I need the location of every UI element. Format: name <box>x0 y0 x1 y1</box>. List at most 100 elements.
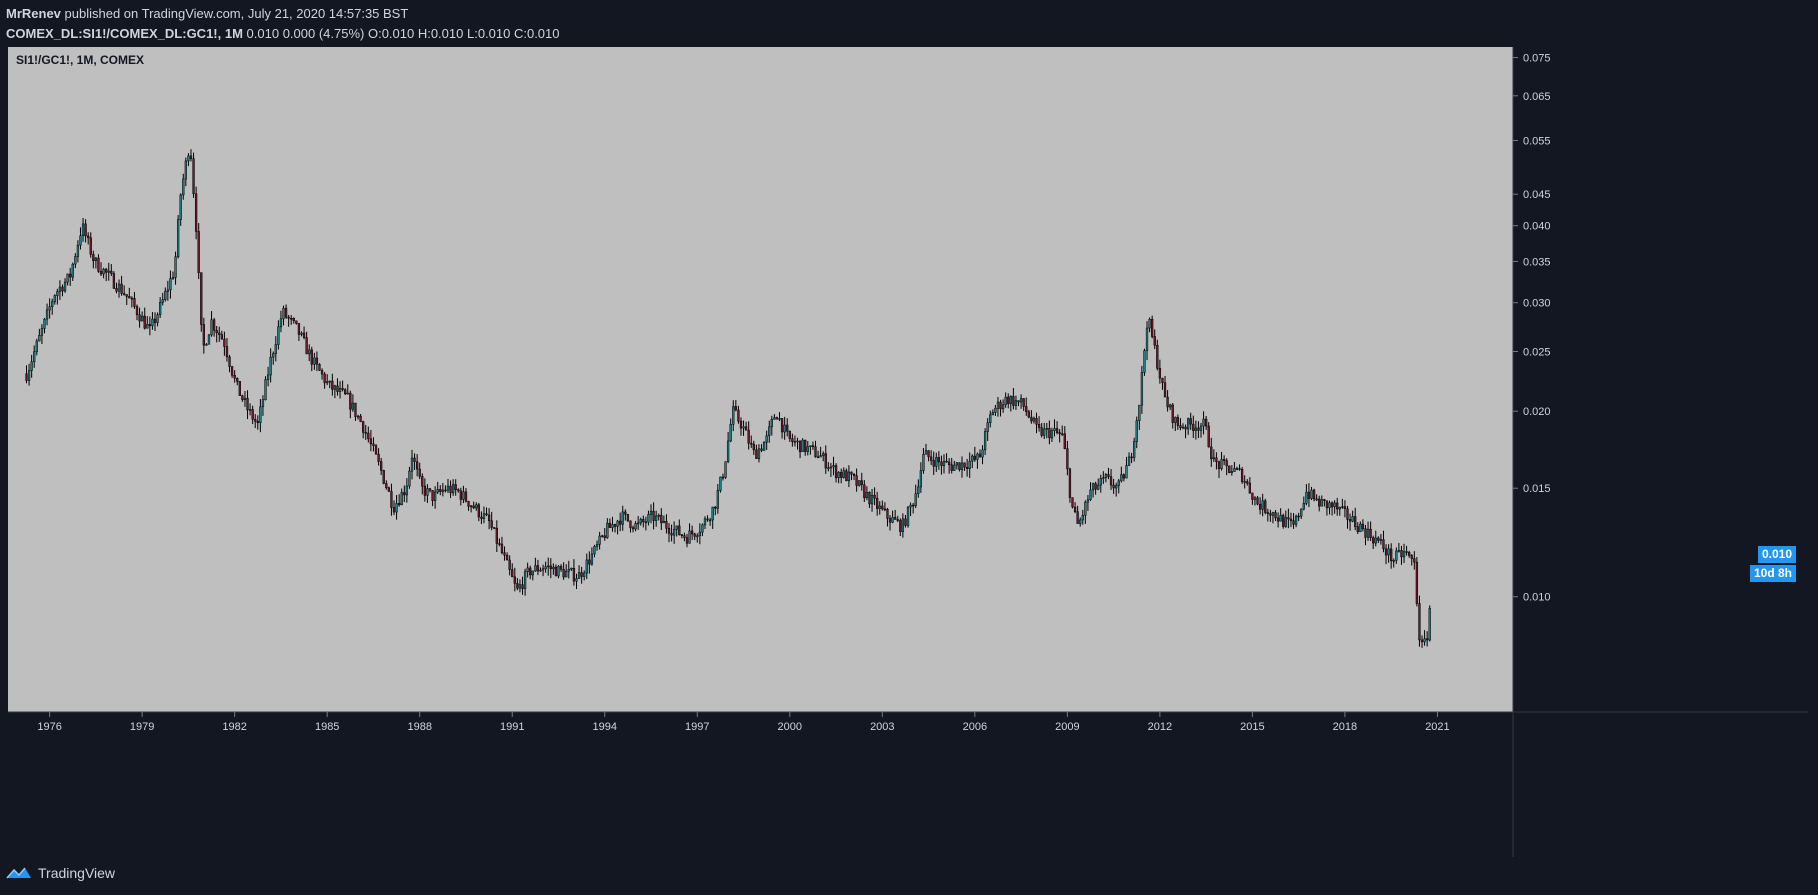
candle-body <box>53 295 56 303</box>
candle-body <box>1104 474 1108 478</box>
publisher-username[interactable]: MrRenev <box>6 6 61 21</box>
candle-body <box>1120 474 1123 482</box>
candle-body <box>284 307 288 318</box>
candle-body <box>480 516 483 519</box>
candle-body <box>254 419 257 422</box>
candle-body <box>518 584 522 589</box>
candle-body <box>765 435 768 443</box>
candle-body <box>179 194 182 220</box>
candle-body <box>1107 474 1110 477</box>
candle-body <box>1001 404 1005 410</box>
candle-body <box>822 453 825 456</box>
candle-body <box>259 406 262 423</box>
candle-body <box>1174 417 1177 423</box>
candle-body <box>158 302 162 315</box>
candle-body <box>38 335 41 342</box>
candle-body <box>1189 418 1192 425</box>
candle-body <box>320 370 324 375</box>
candle-body <box>1187 418 1190 430</box>
candle-body <box>1420 639 1424 643</box>
candle-body <box>904 518 907 526</box>
candle-body <box>215 330 218 334</box>
candle-body <box>816 456 820 459</box>
candle-body <box>439 489 442 492</box>
x-tick-label: 2015 <box>1240 721 1264 733</box>
candle-body <box>45 309 49 320</box>
candle-body <box>1243 481 1246 483</box>
x-tick-label: 2012 <box>1148 721 1172 733</box>
candle-body <box>809 445 812 447</box>
candle-body <box>423 485 427 496</box>
candle-body <box>999 401 1002 410</box>
candle-body <box>583 572 586 577</box>
candle-body <box>827 467 830 469</box>
candle-body <box>796 440 799 443</box>
candle-body <box>971 455 974 462</box>
candle-body <box>1397 550 1401 552</box>
candle-body <box>1094 483 1097 490</box>
chart-container[interactable]: 0.075 0.065 0.055 0.045 0.040 0.035 0.030 0.025… <box>8 47 1808 857</box>
candle-body <box>986 422 989 432</box>
candle-body <box>354 402 357 417</box>
candle-body <box>1215 457 1218 462</box>
candle-body <box>1274 512 1277 519</box>
candle-body <box>1354 516 1357 527</box>
candle-body <box>33 351 36 363</box>
candle-body <box>570 567 573 570</box>
candle-body <box>1310 489 1313 499</box>
candle-body <box>498 543 501 545</box>
brand-name[interactable]: TradingView <box>38 865 116 881</box>
candle-body <box>84 223 87 237</box>
candle-body <box>99 271 103 275</box>
candle-body <box>580 572 583 577</box>
candle-body <box>212 319 216 331</box>
candle-body <box>1395 550 1398 561</box>
candle-body <box>236 377 239 382</box>
candle-body <box>318 363 321 371</box>
candle-body <box>559 565 563 570</box>
candle-body <box>639 519 642 524</box>
candle-body <box>310 349 313 365</box>
candle-body <box>1017 400 1020 403</box>
candle-body <box>187 155 190 162</box>
candle-body <box>567 568 570 572</box>
price-chart[interactable]: 0.075 0.065 0.055 0.045 0.040 0.035 0.030 0.025… <box>8 47 1808 857</box>
candle-body <box>1014 400 1018 406</box>
candle-body <box>770 419 773 428</box>
candle-body <box>385 483 388 489</box>
candle-body <box>965 466 969 469</box>
candle-body <box>737 409 740 422</box>
candle-body <box>1040 427 1043 436</box>
candle-body <box>1372 537 1375 544</box>
candle-body <box>56 291 59 296</box>
candle-body <box>865 491 869 498</box>
candle-body <box>744 426 748 431</box>
candle-body <box>747 429 750 444</box>
candle-body <box>955 462 958 466</box>
candle-body <box>1076 511 1079 524</box>
candle-body <box>197 231 200 273</box>
candle-body <box>549 565 552 570</box>
candle-body <box>978 453 982 458</box>
candle-body <box>243 397 247 400</box>
x-tick-label: 2000 <box>778 721 802 733</box>
candle-body <box>369 438 373 445</box>
candle-body <box>693 533 696 537</box>
candle-body <box>120 283 123 294</box>
candle-body <box>976 453 979 460</box>
candle-body <box>863 484 866 498</box>
candle-body <box>176 219 180 257</box>
candle-body <box>292 318 295 322</box>
candle-body <box>1035 418 1038 425</box>
candle-body <box>708 519 712 522</box>
candle-body <box>649 510 653 515</box>
candle-body <box>1217 461 1221 469</box>
candle-body <box>469 505 473 508</box>
candle-body <box>1122 474 1126 479</box>
candle-body <box>791 438 794 443</box>
candle-body <box>642 519 645 523</box>
candle-body <box>593 546 596 555</box>
candle-body <box>752 443 755 451</box>
candle-body <box>1032 418 1036 422</box>
candle-body <box>1027 411 1030 418</box>
